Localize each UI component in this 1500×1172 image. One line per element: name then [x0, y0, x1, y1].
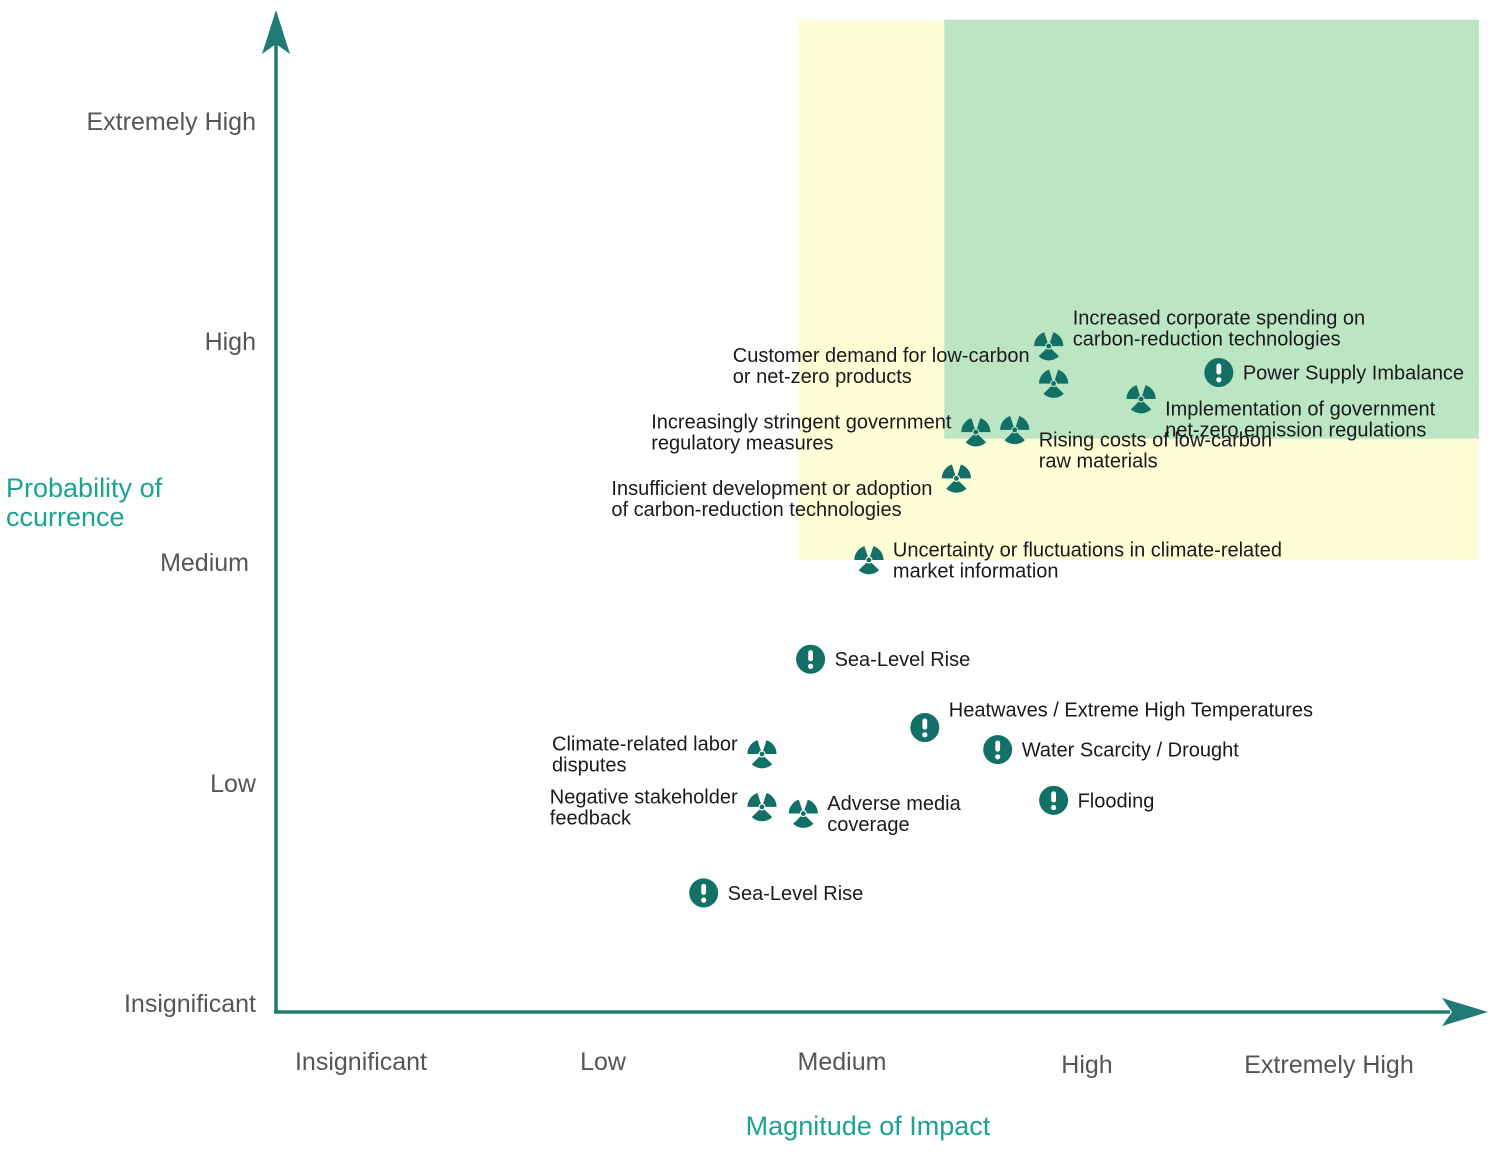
risk-point: Power Supply Imbalance: [1204, 358, 1464, 388]
risk-point: Climate-related labor disputes: [552, 734, 777, 777]
y-tick-label: High: [205, 328, 256, 356]
point-label: Insufficient development or adoption of c…: [611, 478, 932, 521]
point-label: Uncertainty or fluctuations in climate-r…: [893, 539, 1282, 582]
point-label: Increasingly stringent government regulat…: [651, 412, 952, 455]
point-label-line: Sea-Level Rise: [835, 649, 971, 671]
point-label-line: or net-zero products: [733, 366, 912, 388]
point-label-line: carbon-reduction technologies: [1073, 329, 1341, 351]
risk-point: Uncertainty or fluctuations in climate-r…: [854, 539, 1282, 582]
x-tick-label: Extremely High: [1244, 1051, 1414, 1079]
y-tick-label: Medium: [160, 549, 249, 577]
point-label: Customer demand for low-carbon or net-zer…: [733, 345, 1030, 388]
point-label: Water Scarcity / Drought: [1022, 740, 1240, 762]
radiation-icon: [788, 799, 818, 828]
x-tick-label: Medium: [798, 1048, 887, 1076]
exclamation-icon: [796, 644, 826, 674]
point-label-line: Increased corporate spending on: [1073, 308, 1365, 330]
axes: [262, 10, 1488, 1026]
point-label: Implementation of government net-zero emi…: [1165, 399, 1436, 442]
exclamation-icon: [1039, 785, 1069, 815]
risk-point: Insufficient development or adoption of c…: [611, 464, 971, 521]
risk-point: Water Scarcity / Drought: [983, 735, 1240, 765]
risk-point: Flooding: [1039, 785, 1155, 815]
point-label-line: coverage: [827, 814, 909, 836]
point-label-line: Customer demand for low-carbon: [733, 345, 1030, 367]
y-axis-title-line: Probability of: [6, 473, 163, 503]
radiation-icon: [747, 793, 777, 822]
point-label-line: Adverse media: [827, 793, 961, 815]
point-label: Rising costs of low-carbon raw materials: [1039, 429, 1272, 472]
point-label-line: disputes: [552, 755, 627, 777]
point-label-line: Negative stakeholder: [550, 786, 738, 808]
x-axis-title: Magnitude of Impact: [746, 1111, 991, 1141]
exclamation-icon: [910, 713, 940, 743]
risk-point: Sea-Level Rise: [689, 878, 864, 908]
point-label: Climate-related labor disputes: [552, 734, 738, 777]
exclamation-icon: [983, 735, 1013, 765]
risk-point: Sea-Level Rise: [796, 644, 971, 674]
y-tick-label: Insignificant: [124, 990, 256, 1018]
risk-point: Negative stakeholder feedback: [550, 786, 777, 829]
x-tick-label: Low: [580, 1048, 627, 1076]
y-axis-arrow: [262, 10, 290, 54]
point-label-line: Heatwaves / Extreme High Temperatures: [949, 700, 1313, 722]
point-label: Power Supply Imbalance: [1243, 363, 1464, 385]
point-label-line: of carbon-reduction technologies: [611, 499, 901, 521]
x-axis-arrow: [1442, 998, 1488, 1026]
risk-point: Implementation of government net-zero emi…: [1126, 385, 1436, 442]
point-label: Heatwaves / Extreme High Temperatures: [949, 700, 1313, 722]
point-label-line: Power Supply Imbalance: [1243, 363, 1464, 385]
point-label-line: raw materials: [1039, 450, 1158, 472]
point-label-line: Water Scarcity / Drought: [1022, 740, 1240, 762]
point-label: Sea-Level Rise: [835, 649, 971, 671]
x-tick-label: Insignificant: [295, 1048, 427, 1076]
radiation-icon: [747, 740, 777, 769]
point-label: Negative stakeholder feedback: [550, 786, 738, 829]
risk-point: Rising costs of low-carbon raw materials: [1000, 415, 1272, 472]
y-axis-title-line: ccurrence: [6, 502, 125, 532]
point-label: Sea-Level Rise: [728, 883, 864, 905]
point-label-line: Flooding: [1078, 790, 1155, 812]
y-tick-label: Low: [210, 770, 257, 798]
x-tick-label: High: [1061, 1051, 1112, 1079]
y-tick-label: Extremely High: [87, 108, 257, 136]
y-axis-ticks: Insignificant Low Medium High Extremely …: [87, 108, 257, 1018]
point-label-line: Insufficient development or adoption: [611, 478, 932, 500]
point-label: Increased corporate spending on carbon-re…: [1073, 308, 1365, 351]
y-axis-title: Probability of ccurrence: [6, 473, 170, 532]
point-label-line: regulatory measures: [651, 433, 833, 455]
risk-point: Increased corporate spending on carbon-re…: [1034, 308, 1365, 361]
point-label-line: Uncertainty or fluctuations in climate-r…: [893, 539, 1282, 561]
point-label-line: Increasingly stringent government: [651, 412, 952, 434]
risk-point: Heatwaves / Extreme High Temperatures: [910, 700, 1313, 743]
x-axis-ticks: Insignificant Low Medium High Extremely …: [295, 1048, 1414, 1079]
point-label-line: feedback: [550, 807, 632, 829]
point-label: Adverse media coverage: [827, 793, 961, 836]
point-label: Flooding: [1078, 790, 1155, 812]
risk-point: Customer demand for low-carbon or net-zer…: [733, 345, 1069, 398]
point-label-line: market information: [893, 560, 1059, 582]
risk-point: Adverse media coverage: [788, 793, 962, 836]
exclamation-icon: [1204, 358, 1234, 388]
point-label-line: net-zero emission regulations: [1165, 420, 1426, 442]
risk-zones: [798, 19, 1479, 560]
point-label-line: Rising costs of low-carbon: [1039, 429, 1272, 451]
point-label-line: Implementation of government: [1165, 399, 1436, 421]
risk-points: Increased corporate spending on carbon-re…: [550, 308, 1464, 908]
risk-point: Increasingly stringent government regulat…: [651, 412, 991, 455]
exclamation-icon: [689, 878, 719, 908]
point-label-line: Sea-Level Rise: [728, 883, 864, 905]
point-label-line: Climate-related labor: [552, 734, 738, 756]
